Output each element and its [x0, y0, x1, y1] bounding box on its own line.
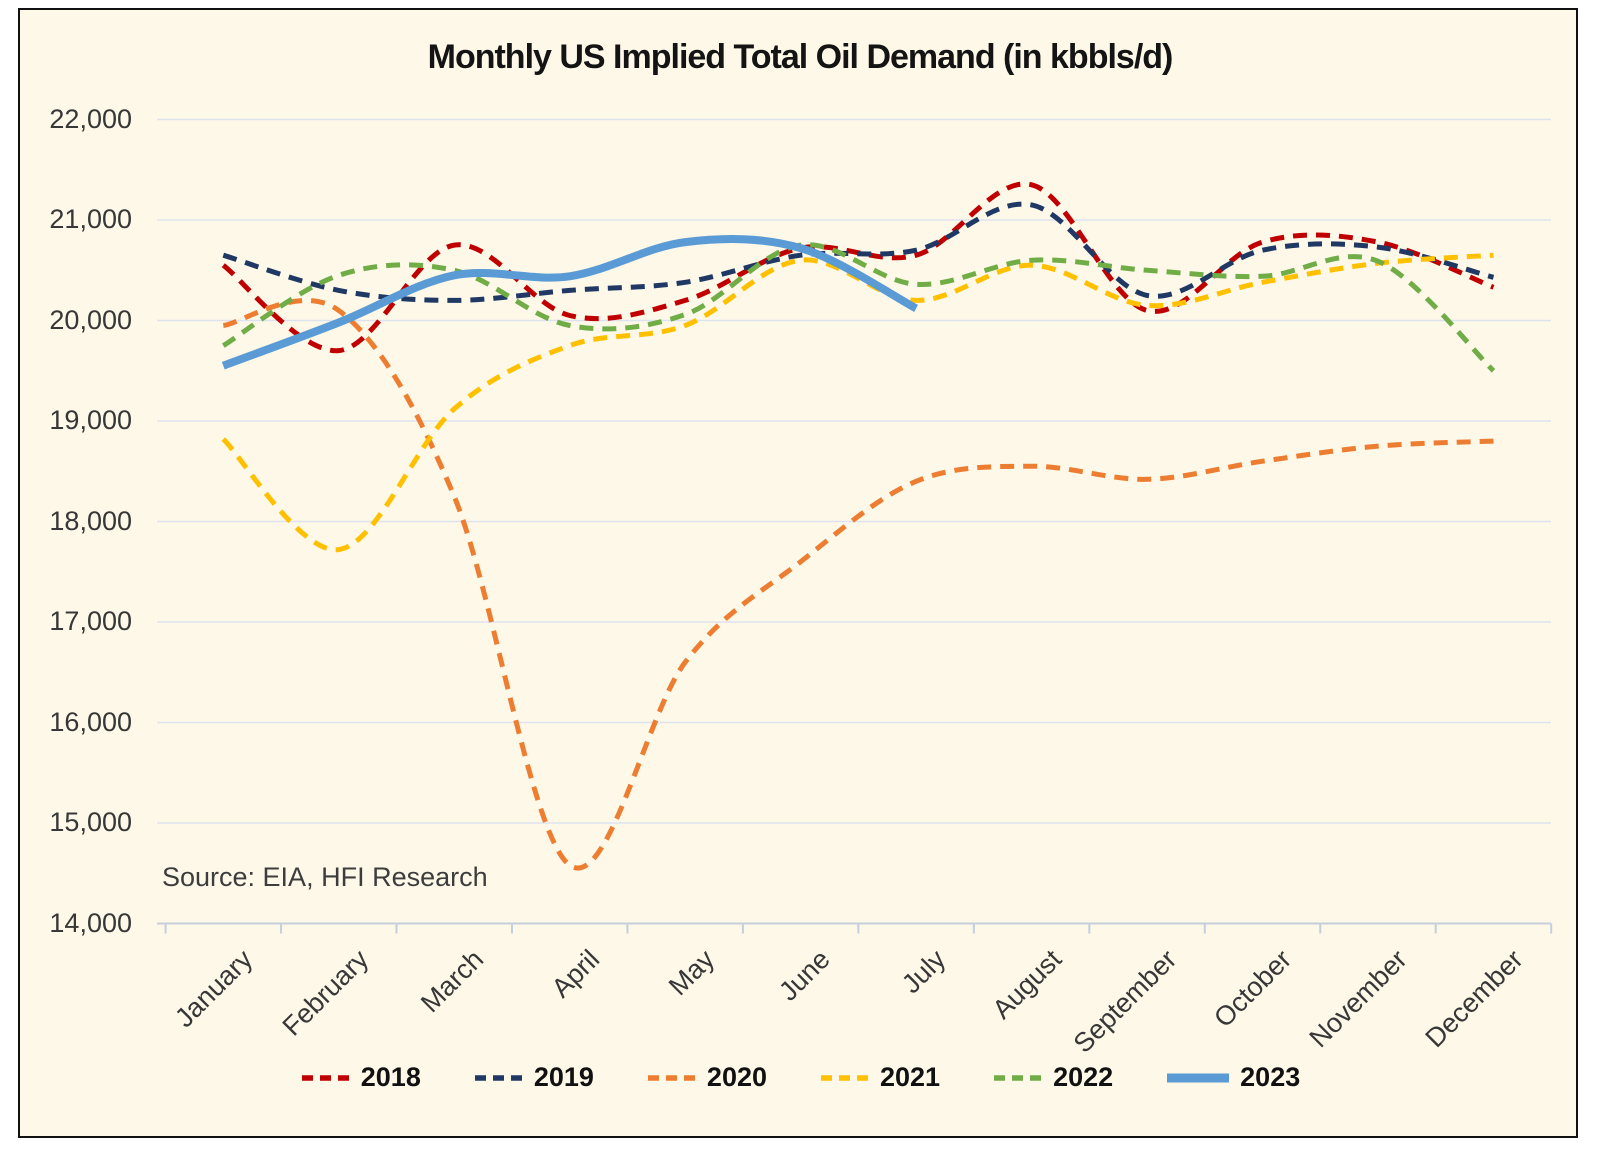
legend-item-2023: 2023	[1165, 1062, 1300, 1093]
legend-item-2022: 2022	[992, 1062, 1113, 1093]
legend-item-2021: 2021	[819, 1062, 940, 1093]
legend-swatch-2019	[474, 1074, 523, 1081]
y-tick-label: 14,000	[49, 907, 132, 938]
legend-swatch-2018	[301, 1074, 350, 1081]
y-tick-label: 20,000	[49, 304, 132, 335]
chart-frame	[18, 8, 1578, 1138]
legend-label-2021: 2021	[880, 1062, 941, 1092]
legend-label-2018: 2018	[360, 1062, 421, 1092]
y-tick-label: 22,000	[49, 103, 132, 134]
legend-swatch-2022	[994, 1074, 1043, 1081]
chart-legend: 2018 2019 2020 2021 2022 2023	[0, 1062, 1600, 1093]
series-line-2020	[222, 297, 1494, 871]
legend-swatch-2021	[821, 1074, 869, 1081]
series-line-2023	[221, 235, 918, 370]
series-line-2021	[221, 252, 1494, 553]
legend-item-2019: 2019	[473, 1062, 594, 1093]
legend-item-2018: 2018	[300, 1062, 421, 1093]
series-line-2019	[222, 201, 1495, 303]
legend-swatch-2020	[647, 1074, 696, 1081]
legend-item-2020: 2020	[646, 1062, 767, 1093]
legend-label-2022: 2022	[1053, 1062, 1114, 1092]
y-tick-label: 21,000	[49, 204, 132, 234]
y-tick-label: 17,000	[49, 606, 132, 636]
legend-label-2019: 2019	[533, 1062, 594, 1092]
legend-swatch-2023	[1167, 1073, 1230, 1082]
y-tick-label: 16,000	[49, 706, 132, 737]
source-note: Source: EIA, HFI Research	[162, 862, 488, 892]
legend-label-2020: 2020	[706, 1062, 767, 1092]
y-tick-label: 18,000	[49, 505, 132, 536]
y-tick-label: 19,000	[49, 405, 132, 435]
series-line-2022	[221, 242, 1496, 373]
legend-label-2023: 2023	[1240, 1062, 1301, 1092]
y-tick-label: 15,000	[49, 807, 132, 837]
chart-title: Monthly US Implied Total Oil Demand (in …	[427, 38, 1174, 76]
